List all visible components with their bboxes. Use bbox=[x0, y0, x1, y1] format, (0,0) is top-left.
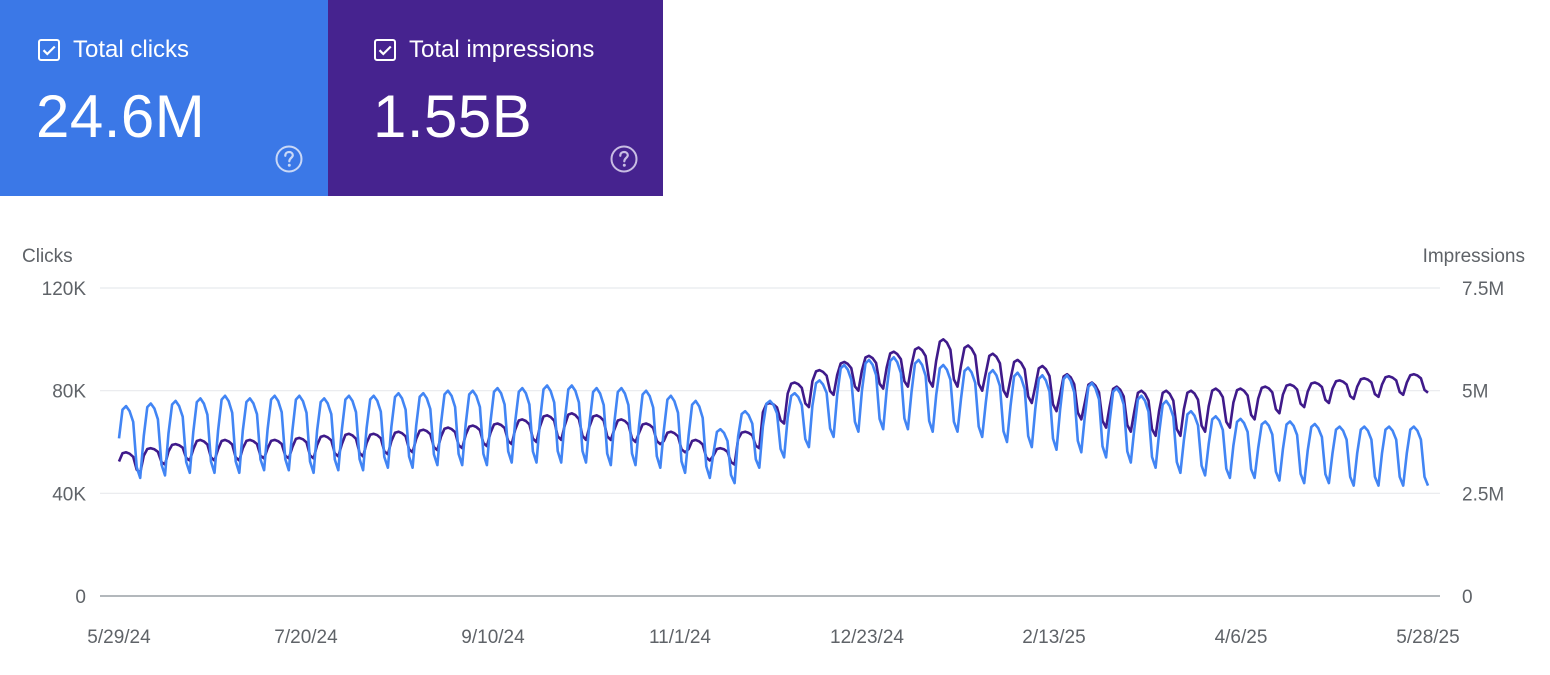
y-right-tick-label: 7.5M bbox=[1462, 279, 1504, 300]
y-left-axis-title: Clicks bbox=[22, 246, 73, 267]
total-impressions-label: Total impressions bbox=[409, 36, 595, 63]
help-icon[interactable] bbox=[609, 144, 639, 174]
y-right-tick-label: 0 bbox=[1462, 587, 1473, 608]
help-icon[interactable] bbox=[274, 144, 304, 174]
x-tick-label: 5/29/24 bbox=[87, 627, 151, 648]
x-tick-label: 2/13/25 bbox=[1022, 627, 1085, 648]
x-tick-label: 5/28/25 bbox=[1396, 627, 1459, 648]
y-left-tick-label: 0 bbox=[75, 587, 86, 608]
x-tick-label: 9/10/24 bbox=[461, 627, 525, 648]
checkbox-icon[interactable] bbox=[37, 38, 61, 62]
clicks-series-line bbox=[117, 355, 1430, 487]
y-left-tick-label: 120K bbox=[42, 279, 87, 300]
total-clicks-label: Total clicks bbox=[73, 36, 190, 63]
total-clicks-value: 24.6M bbox=[36, 83, 206, 150]
x-tick-label: 7/20/24 bbox=[274, 627, 338, 648]
total-impressions-card[interactable]: Total impressions 1.55B bbox=[328, 0, 663, 196]
y-left-tick-label: 40K bbox=[52, 484, 86, 505]
y-left-tick-label: 80K bbox=[52, 382, 86, 403]
y-right-tick-label: 2.5M bbox=[1462, 484, 1504, 505]
x-tick-label: 12/23/24 bbox=[830, 627, 904, 648]
x-tick-label: 4/6/25 bbox=[1215, 627, 1268, 648]
checkbox-icon[interactable] bbox=[373, 38, 397, 62]
y-right-axis-title: Impressions bbox=[1423, 246, 1525, 267]
y-right-tick-label: 5M bbox=[1462, 382, 1488, 403]
x-tick-label: 11/1/24 bbox=[649, 627, 711, 648]
total-impressions-value: 1.55B bbox=[373, 83, 533, 150]
total-clicks-card[interactable]: Total clicks 24.6M bbox=[0, 0, 328, 196]
